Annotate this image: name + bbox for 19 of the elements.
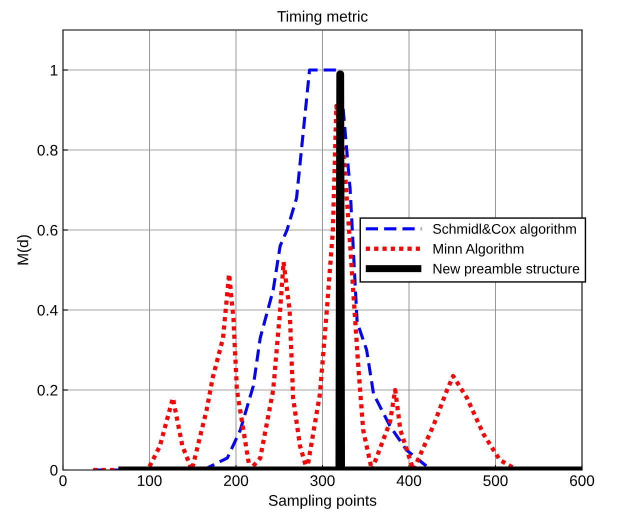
- legend-label: Schmidl&Cox algorithm: [433, 224, 576, 237]
- legend-label: Minn Algorithm: [434, 244, 524, 256]
- y-tick-label: 0.8: [38, 144, 58, 156]
- x-tick-label: 300: [310, 475, 335, 486]
- y-axis-title: M(d): [17, 235, 32, 264]
- x-axis-title: Sampling points: [268, 494, 376, 509]
- chart-title: Timing metric: [277, 10, 368, 25]
- y-tick-label: 0.2: [38, 384, 58, 396]
- y-tick-label: 1: [50, 65, 58, 76]
- legend-label: New preamble structure: [434, 263, 580, 276]
- x-tick-label: 0: [59, 475, 67, 486]
- y-tick-label: 0: [50, 464, 58, 476]
- x-tick-label: 100: [138, 475, 162, 486]
- x-tick-label: 600: [570, 475, 594, 486]
- x-tick-label: 400: [396, 475, 422, 486]
- x-tick-label: 500: [483, 475, 508, 486]
- y-tick-label: 0.6: [38, 224, 58, 236]
- y-tick-label: 0.4: [38, 304, 58, 316]
- x-tick-label: 200: [224, 475, 248, 486]
